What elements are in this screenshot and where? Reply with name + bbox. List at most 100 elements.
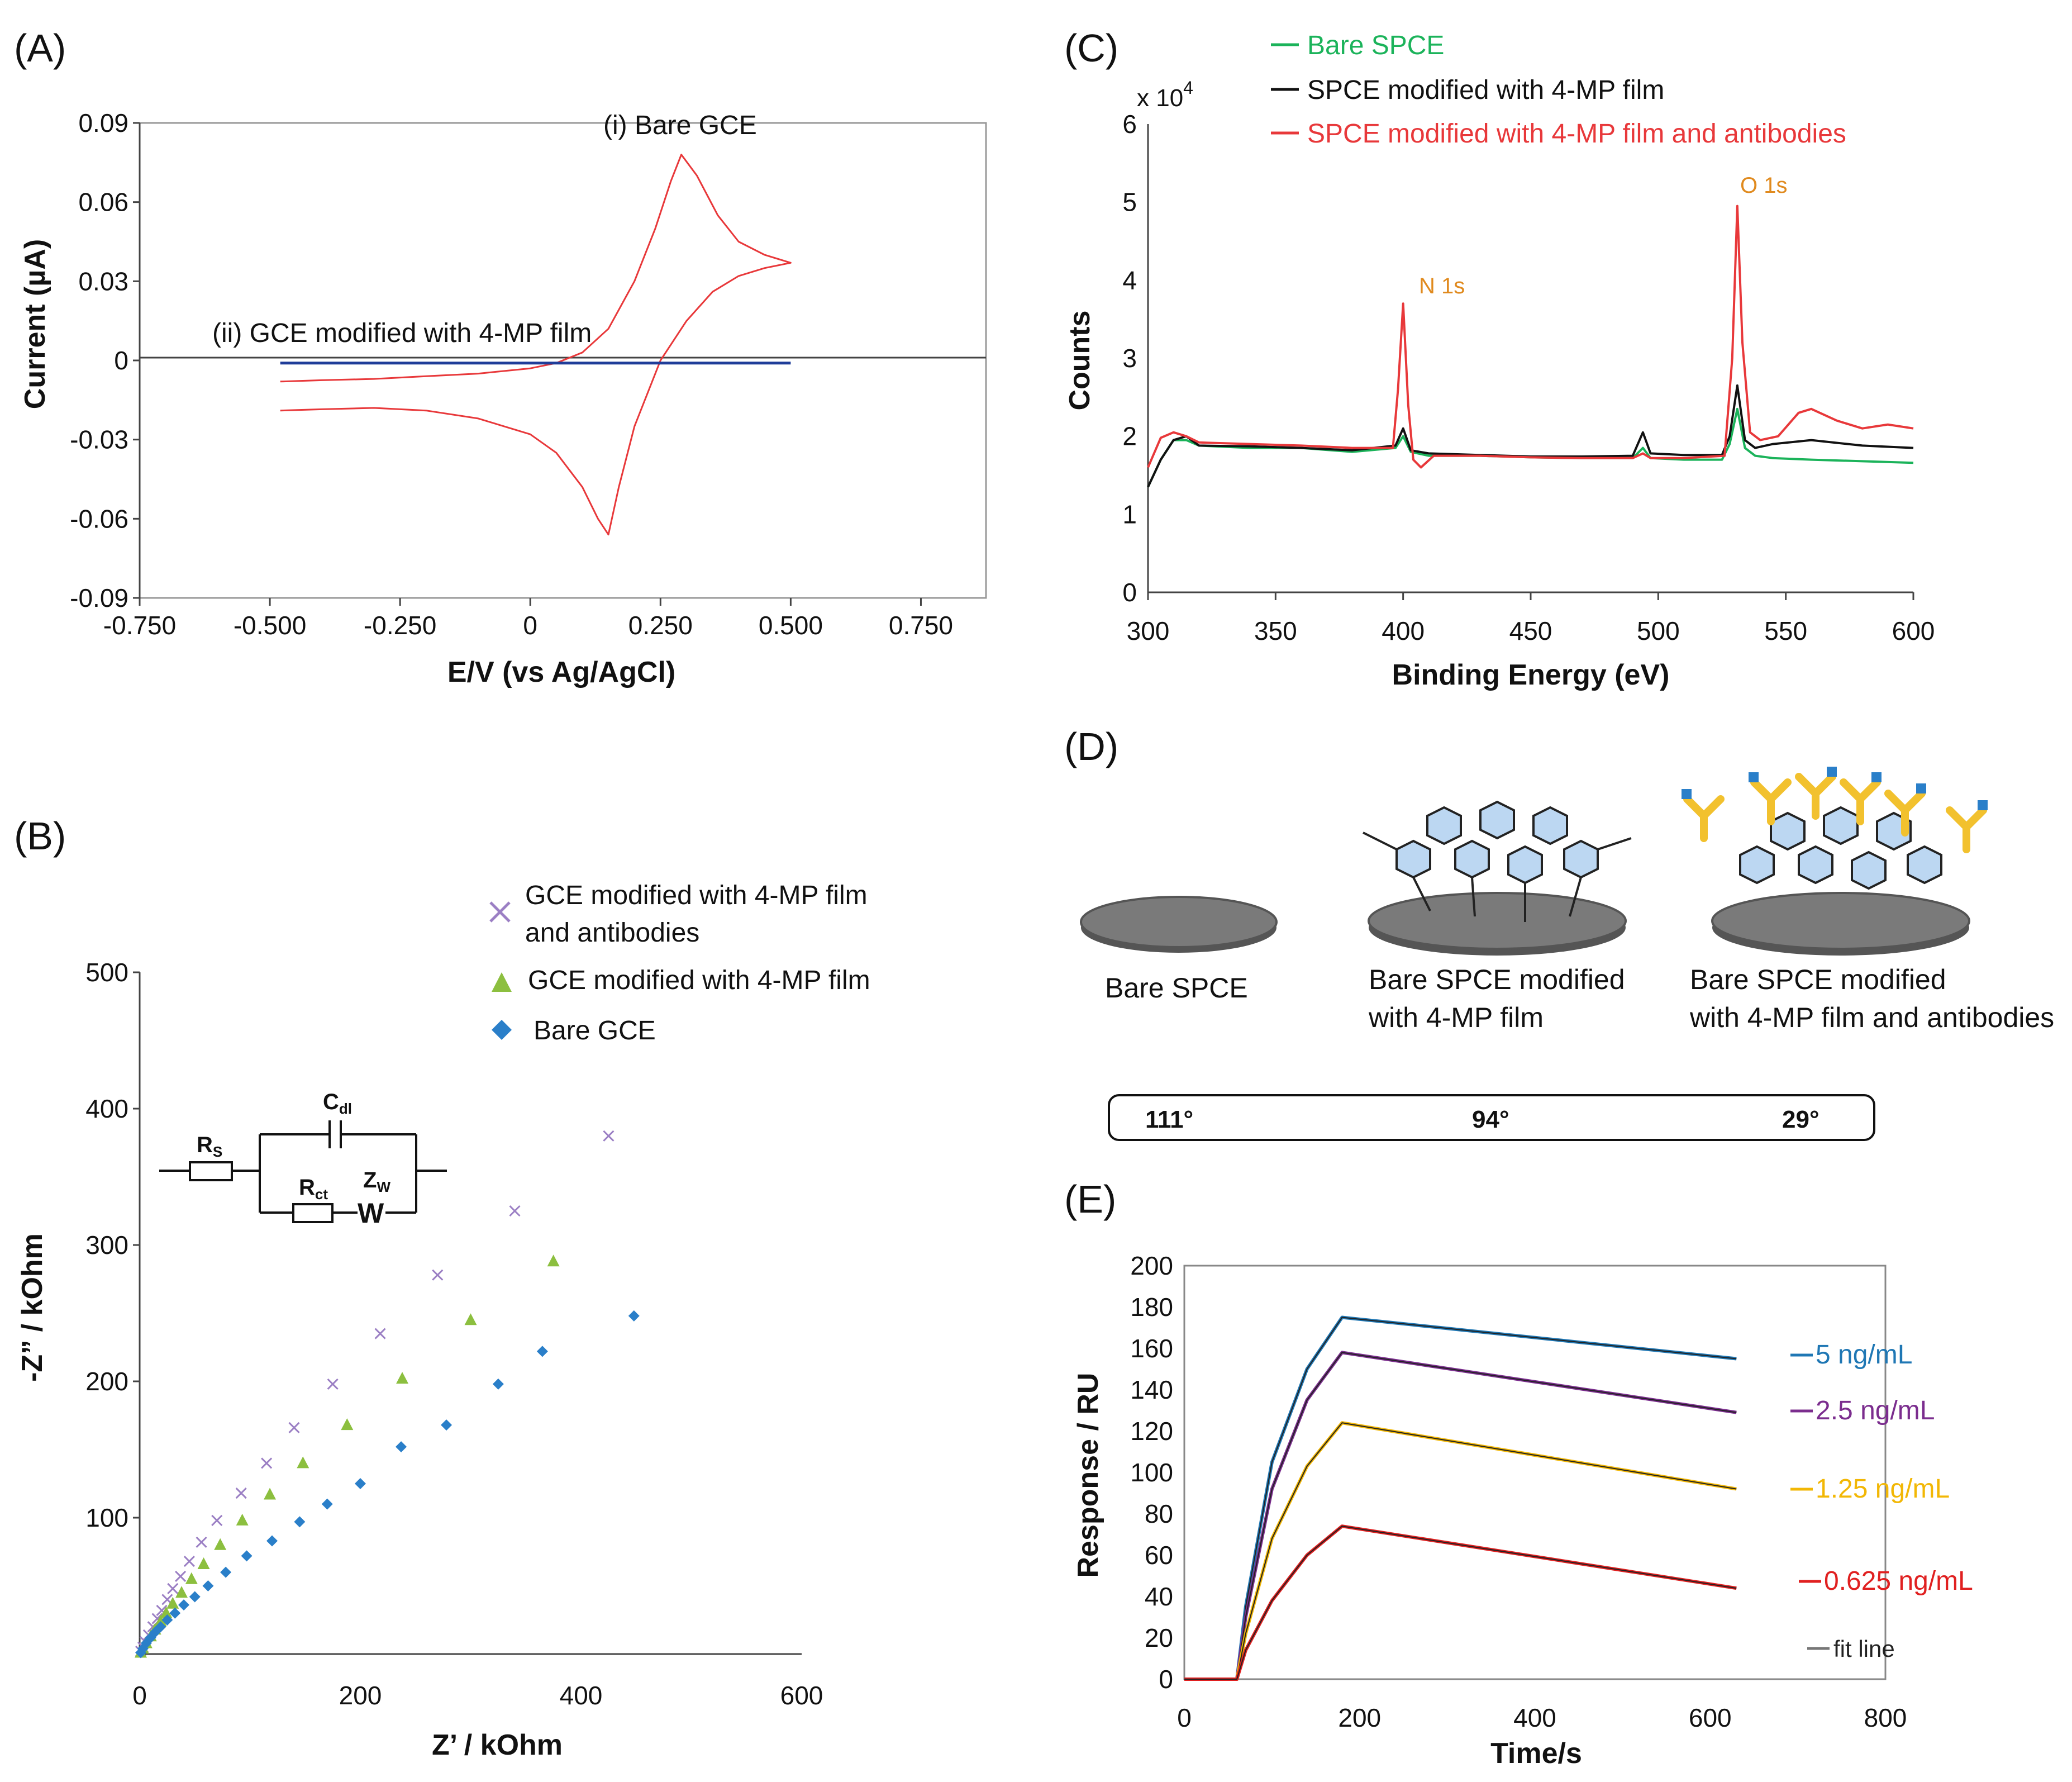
x-tick-label: 0.250 — [628, 611, 693, 640]
angle-4mp: 94° — [1472, 1106, 1509, 1133]
panel-a-x-ticks: -0.750 -0.500 -0.250 0 0.250 0.500 0.750 — [103, 598, 953, 640]
y-tick-label: -0.06 — [70, 504, 128, 533]
panel-b-label: (B) — [14, 814, 66, 858]
x-tick-label: 0 — [523, 611, 537, 640]
x-tick-label: 0 — [1177, 1703, 1192, 1732]
panel-c-x-title: Binding Energy (eV) — [1392, 659, 1670, 691]
x-tick-label: 0.750 — [889, 611, 953, 640]
nyquist-triangle-point — [160, 1606, 173, 1618]
nyquist-diamond-point — [441, 1419, 452, 1431]
y-tick-label: 100 — [1130, 1458, 1173, 1487]
x-tick-label: 600 — [1892, 616, 1935, 645]
y-tick-label: 20 — [1145, 1623, 1173, 1652]
nyquist-x-point — [167, 1583, 179, 1594]
legend-c-item-3: SPCE modified with 4-MP film and antibod… — [1307, 119, 1846, 149]
nyquist-x-point — [432, 1269, 444, 1281]
panel-c-multiplier: x 104 — [1137, 78, 1193, 112]
nyquist-x-point — [196, 1536, 207, 1548]
x-tick-label: 450 — [1509, 616, 1552, 645]
legend-e-fit: fit line — [1833, 1636, 1895, 1662]
y-tick-label: 200 — [85, 1367, 128, 1396]
caption-antibody-line1: Bare SPCE modified — [1690, 964, 1946, 995]
xps-bare-spce-line — [1147, 407, 1914, 488]
legend-e-item-2: 2.5 ng/mL — [1816, 1396, 1935, 1425]
y-tick-label: 200 — [1130, 1251, 1173, 1280]
nyquist-x-point — [261, 1457, 273, 1469]
y-tick-label: 3 — [1122, 344, 1137, 373]
panel-a-y-title: Current (µA) — [19, 239, 51, 409]
panel-c-series — [1147, 205, 1914, 488]
x-tick-label: 600 — [1689, 1703, 1732, 1732]
y-tick-label: 6 — [1122, 110, 1137, 139]
x-tick-label: 400 — [560, 1681, 603, 1710]
nyquist-diamond-point — [321, 1498, 333, 1510]
nyquist-triangle-point — [464, 1313, 477, 1325]
angle-bare: 111° — [1145, 1106, 1193, 1133]
panel-a-series — [280, 154, 792, 536]
nyquist-x-point — [288, 1422, 300, 1434]
x-tick-label: 0 — [132, 1681, 147, 1710]
nyquist-diamond-point — [155, 1621, 166, 1633]
y-tick-label: -0.09 — [70, 583, 128, 612]
nyquist-diamond-point — [161, 1614, 173, 1626]
x-tick-label: 800 — [1864, 1703, 1907, 1732]
panel-e-x-title: Time/s — [1490, 1737, 1582, 1770]
legend-e-item-1: 5 ng/mL — [1816, 1340, 1912, 1370]
panel-d-captions: Bare SPCE Bare SPCE modified with 4-MP f… — [1105, 964, 2054, 1033]
spr-curve-3 — [1184, 1421, 1737, 1681]
rs-resistor — [189, 1161, 233, 1181]
y-tick-label: 160 — [1130, 1334, 1173, 1363]
y-tick-label: 500 — [85, 958, 128, 987]
phenyl-rings — [1395, 800, 1599, 885]
legend-diamond-marker — [492, 1020, 512, 1040]
panel-a-x-title: E/V (vs Ag/AgCl) — [447, 656, 675, 688]
cdl-label: Cdl — [323, 1090, 352, 1117]
panel-e-legend: 5 ng/mL 2.5 ng/mL 1.25 ng/mL 0.625 ng/mL… — [1790, 1340, 1973, 1662]
panel-c-legend: Bare SPCE SPCE modified with 4-MP film S… — [1271, 31, 1846, 149]
panel-c-x-ticks: 300 350 400 450 500 550 600 — [1127, 592, 1935, 645]
panel-a-annotation-i: (i) Bare GCE — [603, 111, 757, 140]
y-tick-label: 400 — [85, 1094, 128, 1123]
x-tick-label: -0.250 — [364, 611, 436, 640]
nyquist-triangle-point — [341, 1418, 354, 1431]
x-tick-label: 200 — [1338, 1703, 1381, 1732]
x-tick-label: -0.750 — [103, 611, 176, 640]
caption-antibody-line2: with 4-MP film and antibodies — [1689, 1002, 2054, 1033]
caption-bare-spce: Bare SPCE — [1105, 972, 1248, 1004]
peak-label-o1s: O 1s — [1740, 173, 1787, 198]
nyquist-x-point — [235, 1488, 247, 1499]
nyquist-diamond-point — [396, 1441, 407, 1453]
caption-4mp-line2: with 4-MP film — [1368, 1002, 1544, 1033]
legend-e-item-4: 0.625 ng/mL — [1824, 1566, 1973, 1596]
legend-b-item-1a: GCE modified with 4-MP film — [525, 881, 868, 910]
warburg-symbol: W — [358, 1197, 384, 1229]
bare-spce-illustration — [1080, 896, 1278, 953]
x-tick-label: 600 — [780, 1681, 823, 1710]
panel-e: (E) 0 20 40 60 80 100 120 140 160 180 200 0 200 400 6… — [1064, 1177, 1973, 1770]
y-tick-label: 40 — [1145, 1582, 1173, 1611]
legend-e-item-3: 1.25 ng/mL — [1816, 1474, 1950, 1504]
zw-label: ZW — [363, 1168, 390, 1195]
equivalent-circuit — [159, 1120, 447, 1223]
legend-c-item-1: Bare SPCE — [1307, 31, 1444, 60]
legend-triangle-marker — [492, 972, 512, 992]
panel-a-label: (A) — [14, 26, 66, 70]
nyquist-diamond-point — [294, 1516, 306, 1528]
spr-curve-4 — [1184, 1524, 1737, 1681]
spce-4mp-illustration — [1363, 800, 1632, 956]
y-tick-label: 0 — [114, 346, 128, 375]
y-tick-label: 140 — [1130, 1375, 1173, 1404]
nyquist-triangle-point — [236, 1513, 249, 1526]
y-tick-label: 0 — [1122, 578, 1137, 607]
panel-d: (D) — [1064, 725, 2054, 1141]
y-tick-label: 300 — [85, 1230, 128, 1260]
nyquist-triangle-point — [166, 1596, 179, 1609]
x-tick-label: 400 — [1382, 616, 1425, 645]
cv-bare-gce-line — [280, 154, 792, 536]
y-tick-label: 60 — [1145, 1541, 1173, 1570]
xps-4mp-line — [1147, 384, 1914, 488]
x-tick-label: 300 — [1127, 616, 1170, 645]
y-tick-label: -0.03 — [70, 425, 128, 454]
